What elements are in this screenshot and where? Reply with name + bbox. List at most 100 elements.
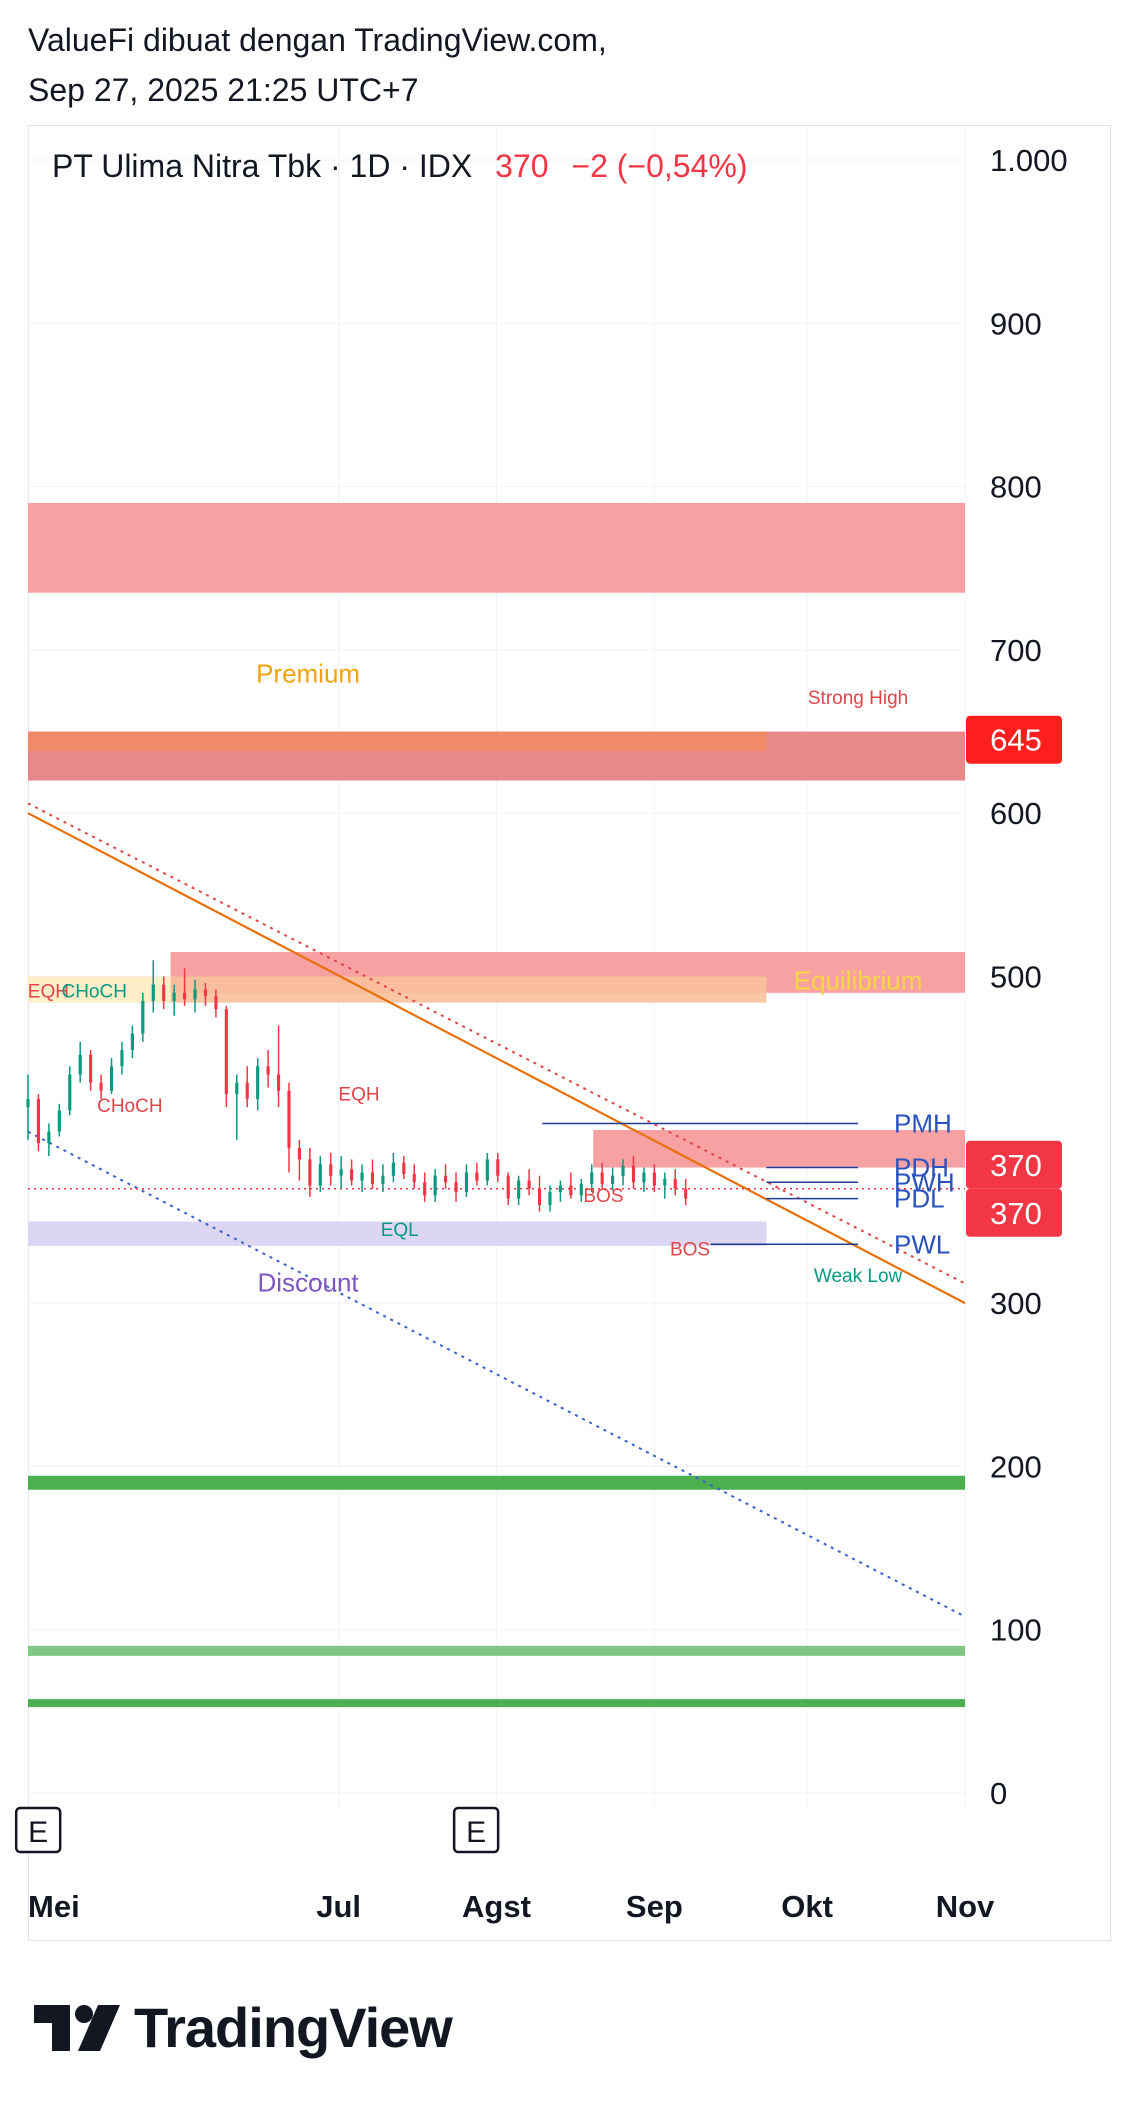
structure-label: BOS xyxy=(583,1186,623,1207)
candle-body xyxy=(141,1000,145,1034)
candle-body xyxy=(391,1162,395,1176)
x-tick-label: Sep xyxy=(626,1889,683,1924)
candle-body xyxy=(109,1066,114,1091)
structure-label: Weak Low xyxy=(814,1266,903,1287)
structure-label: Premium xyxy=(256,659,360,689)
candle-body xyxy=(652,1172,656,1186)
candle-body xyxy=(548,1192,552,1206)
structure-label: BOS xyxy=(670,1240,710,1261)
structure-label: CHoCH xyxy=(97,1096,162,1117)
earnings-marker xyxy=(14,1806,62,1854)
price-axis-label-text: 645 xyxy=(990,723,1042,758)
tradingview-logo-text: TradingView xyxy=(134,1996,453,2059)
x-tick-label: Mei xyxy=(28,1889,80,1924)
candle-body xyxy=(527,1180,531,1189)
candle-body xyxy=(57,1110,61,1132)
last-price: 370 xyxy=(495,148,549,184)
candle-body xyxy=(496,1159,500,1176)
symbol-name: PT Ulima Nitra Tbk · 1D · IDX xyxy=(52,148,473,184)
candle-body xyxy=(120,1049,124,1067)
candle-body xyxy=(642,1172,646,1183)
candle-body xyxy=(370,1172,375,1184)
zone-layer xyxy=(28,502,965,1246)
y-tick-label: 800 xyxy=(990,470,1042,505)
structure-label: CHoCH xyxy=(61,982,126,1003)
candle-body xyxy=(611,1175,615,1184)
candle-body xyxy=(214,996,218,1010)
level-label: PWH xyxy=(894,1167,955,1197)
candle-body xyxy=(621,1165,625,1176)
candle-body xyxy=(590,1172,594,1184)
earnings-marker xyxy=(452,1806,500,1854)
x-tick-label: Nov xyxy=(936,1889,995,1924)
x-tick-label: Okt xyxy=(781,1889,833,1924)
candle-body xyxy=(673,1178,677,1189)
candle-body xyxy=(78,1054,82,1075)
candle-body xyxy=(537,1188,542,1206)
candle-body xyxy=(684,1188,688,1199)
candle-body xyxy=(151,984,155,1001)
level-label: PMH xyxy=(894,1108,952,1138)
candle-body xyxy=(381,1175,385,1184)
candle-body xyxy=(506,1175,510,1199)
candle-layer xyxy=(26,960,688,1212)
price-axis-label xyxy=(966,1140,1062,1189)
level-label: PDH xyxy=(894,1153,949,1183)
structure-label: EQH xyxy=(338,1085,379,1106)
candle-body xyxy=(402,1162,406,1175)
chart-caption-publisher: ValueFi dibuat dengan TradingView.com, xyxy=(28,22,607,58)
candle-body xyxy=(454,1182,458,1193)
candle-body xyxy=(350,1169,354,1181)
price-axis-label-text: 370 xyxy=(990,1148,1042,1183)
candle-body xyxy=(329,1164,333,1176)
supply-demand-zone xyxy=(28,976,171,1003)
supply-demand-zone xyxy=(28,731,767,752)
candle-body xyxy=(256,1066,260,1099)
candle-body xyxy=(464,1172,469,1193)
candle-body xyxy=(266,1066,270,1075)
candle-body xyxy=(99,1082,103,1091)
earnings-marker-label: E xyxy=(28,1816,48,1849)
y-tick-label: 0 xyxy=(990,1776,1007,1811)
candle-body xyxy=(412,1174,416,1183)
candle-body xyxy=(308,1159,312,1186)
price-axis-label-text: 370 xyxy=(990,1196,1042,1231)
candle-body xyxy=(475,1172,479,1181)
y-tick-label: 700 xyxy=(990,633,1042,668)
structure-label: Discount xyxy=(258,1268,360,1298)
y-tick-label: 200 xyxy=(990,1449,1042,1484)
candle-body xyxy=(68,1074,72,1111)
structure-label: Equilibrium xyxy=(794,966,923,996)
y-tick-label: 600 xyxy=(990,796,1042,831)
candle-body xyxy=(579,1183,583,1196)
tradingview-logo[interactable]: TradingView xyxy=(34,1995,453,2060)
x-tick-label: Jul xyxy=(316,1889,361,1924)
candle-body xyxy=(360,1172,364,1181)
earnings-marker-label: E xyxy=(466,1816,486,1849)
trend-line xyxy=(27,812,966,1305)
candle-body xyxy=(26,1098,30,1108)
candle-body xyxy=(318,1164,322,1186)
candle-body xyxy=(663,1178,667,1186)
tradingview-logo-icon xyxy=(34,2004,120,2051)
chart-caption-timestamp: Sep 27, 2025 21:25 UTC+7 xyxy=(28,72,419,108)
candle-body xyxy=(287,1090,291,1148)
candle-body xyxy=(297,1147,302,1160)
candle-body xyxy=(517,1180,521,1199)
candle-body xyxy=(423,1182,427,1196)
supply-demand-zone xyxy=(28,1221,767,1246)
candle-body xyxy=(600,1172,604,1184)
symbol-legend[interactable]: PT Ulima Nitra Tbk · 1D · IDX 370 −2 (−0… xyxy=(52,148,748,185)
line-layer xyxy=(27,802,966,1708)
candle-body xyxy=(485,1159,489,1181)
candle-body xyxy=(339,1169,343,1176)
y-tick-label: 500 xyxy=(990,960,1042,995)
y-tick-label: 1.000 xyxy=(990,143,1068,178)
y-tick-label: 300 xyxy=(990,1286,1042,1321)
candle-body xyxy=(224,1009,228,1095)
candle-body xyxy=(172,992,176,1001)
structure-label: EQL xyxy=(381,1220,419,1241)
candle-body xyxy=(631,1165,636,1183)
